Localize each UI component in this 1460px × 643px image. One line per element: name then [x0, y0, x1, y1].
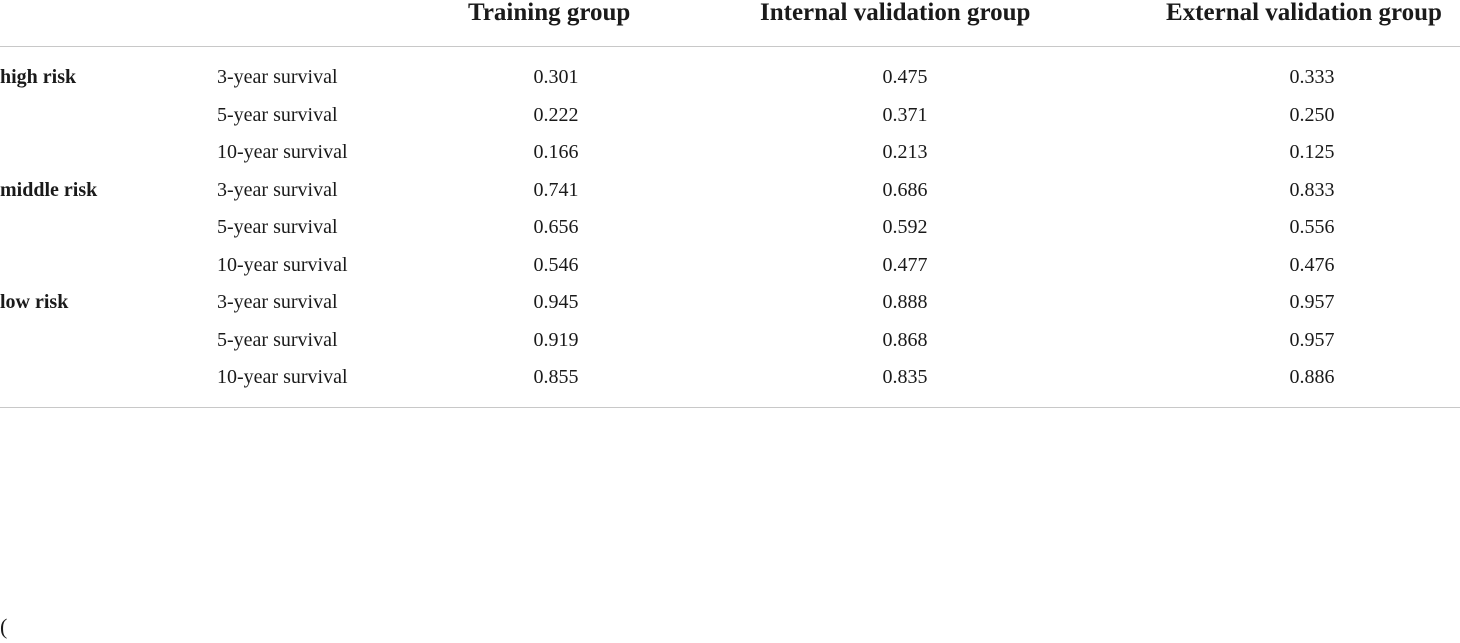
training-value: 0.945	[533, 291, 579, 313]
internal-validation-value: 0.686	[882, 178, 928, 201]
survival-period-label: 10-year survival	[217, 253, 348, 276]
internal-validation-value: 0.477	[882, 253, 928, 276]
external-validation-value: 0.957	[1289, 328, 1335, 351]
external-validation-value: 0.125	[1289, 141, 1335, 163]
internal-validation-value: 0.868	[882, 328, 928, 351]
survival-table: Training group Internal validation group…	[0, 0, 1460, 408]
risk-group-label: high risk	[0, 66, 77, 88]
column-header-external-validation: External validation group	[1166, 0, 1442, 26]
survival-period-label: 10-year survival	[217, 366, 348, 388]
internal-validation-value: 0.371	[882, 103, 928, 126]
external-validation-value: 0.250	[1289, 103, 1335, 126]
table-row: middle risk 3-year survival 0.741 0.686 …	[0, 172, 1460, 210]
survival-period-label: 5-year survival	[217, 103, 338, 126]
table-row: 5-year survival 0.656 0.592 0.556	[0, 209, 1460, 247]
risk-group-label: middle risk	[0, 178, 98, 201]
training-value: 0.546	[533, 253, 579, 276]
table-row: 10-year survival 0.166 0.213 0.125	[0, 134, 1460, 172]
table-header-row: Training group Internal validation group…	[0, 0, 1460, 47]
training-value: 0.656	[533, 216, 579, 238]
training-value: 0.855	[533, 366, 579, 388]
internal-validation-value: 0.213	[882, 141, 928, 163]
table-row: 10-year survival 0.546 0.477 0.476	[0, 247, 1460, 285]
training-value: 0.741	[533, 178, 579, 201]
external-validation-value: 0.833	[1289, 178, 1335, 201]
survival-period-label: 3-year survival	[217, 66, 338, 88]
survival-period-label: 5-year survival	[217, 216, 338, 238]
external-validation-value: 0.957	[1289, 291, 1335, 313]
table-row: 5-year survival 0.222 0.371 0.250	[0, 97, 1460, 135]
footnote-text: (	[0, 614, 8, 639]
training-value: 0.301	[533, 66, 579, 88]
internal-validation-value: 0.475	[882, 66, 928, 88]
external-validation-value: 0.333	[1289, 66, 1335, 88]
survival-period-label: 10-year survival	[217, 141, 348, 163]
internal-validation-value: 0.592	[882, 216, 928, 238]
risk-group-label: low risk	[0, 291, 69, 313]
training-value: 0.919	[533, 328, 579, 351]
external-validation-value: 0.476	[1289, 253, 1335, 276]
table-row: low risk 3-year survival 0.945 0.888 0.9…	[0, 284, 1460, 322]
internal-validation-value: 0.835	[882, 366, 928, 388]
table-body: high risk 3-year survival 0.301 0.475 0.…	[0, 47, 1460, 408]
table-row: high risk 3-year survival 0.301 0.475 0.…	[0, 59, 1460, 97]
internal-validation-value: 0.888	[882, 291, 928, 313]
survival-period-label: 5-year survival	[217, 328, 338, 351]
table-row: 10-year survival 0.855 0.835 0.886	[0, 359, 1460, 397]
survival-period-label: 3-year survival	[217, 291, 338, 313]
column-header-training: Training group	[468, 0, 631, 26]
column-header-internal-validation: Internal validation group	[760, 0, 1031, 26]
external-validation-value: 0.886	[1289, 366, 1335, 388]
table-row: 5-year survival 0.919 0.868 0.957	[0, 322, 1460, 360]
training-value: 0.222	[533, 103, 579, 126]
survival-period-label: 3-year survival	[217, 178, 338, 201]
training-value: 0.166	[533, 141, 579, 163]
external-validation-value: 0.556	[1289, 216, 1335, 238]
